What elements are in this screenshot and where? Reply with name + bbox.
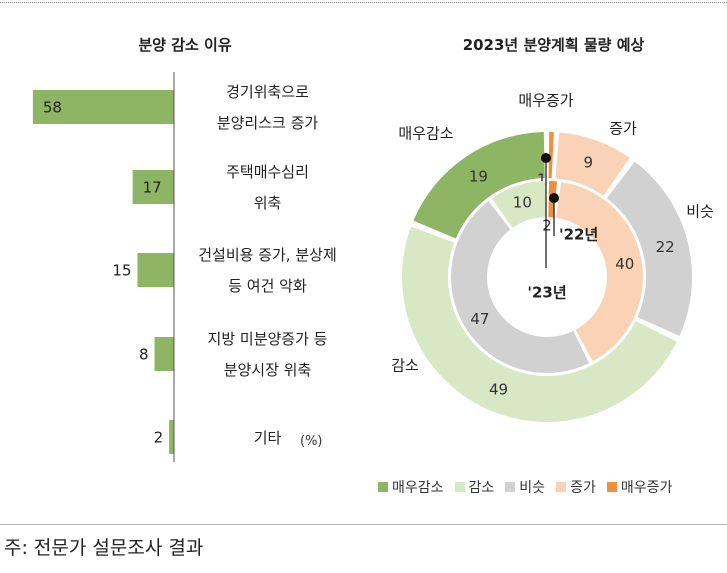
bar-category-label-line: 분양리스크 증가 bbox=[216, 114, 319, 132]
legend-item: 비슷 bbox=[505, 477, 545, 497]
donut-value-label: 2 bbox=[542, 217, 552, 235]
bar-category-label-line: 위축 bbox=[253, 194, 282, 212]
donut-slice bbox=[548, 132, 554, 179]
bar bbox=[32, 90, 174, 124]
legend-swatch bbox=[556, 482, 567, 492]
unit-label: (%) bbox=[300, 434, 323, 449]
bar bbox=[169, 420, 174, 454]
bar-category-label-line: 건설비용 증가, 분상제 bbox=[198, 246, 337, 264]
bottom-divider bbox=[0, 524, 727, 525]
bar-value-label: 8 bbox=[139, 346, 149, 364]
legend-swatch bbox=[454, 482, 465, 492]
bar bbox=[154, 337, 174, 371]
legend-label: 비슷 bbox=[519, 480, 546, 496]
donut-slice bbox=[555, 132, 630, 196]
donut-value-label: 47 bbox=[470, 310, 489, 328]
legend-item: 매우증가 bbox=[606, 477, 673, 497]
footnote: 주: 전문가 설문조사 결과 bbox=[4, 537, 204, 559]
donut-category-label: 감소 bbox=[391, 357, 419, 375]
legend-label: 매우감소 bbox=[392, 480, 444, 496]
donut-category-label: 비슷 bbox=[686, 203, 714, 221]
legend-label: 증가 bbox=[570, 480, 596, 496]
bar-category-label-line: 등 여건 악화 bbox=[228, 277, 307, 295]
bar-value-label: 2 bbox=[154, 429, 164, 447]
donut-chart-title: 2023년 분양계획 물량 예상 bbox=[462, 36, 645, 54]
donut-legend: 매우감소 감소 비슷 증가 매우증가 bbox=[378, 477, 683, 497]
donut-category-label: 매우증가 bbox=[518, 92, 573, 110]
bar-category-label: 기타 bbox=[180, 423, 355, 454]
donut-slice bbox=[606, 161, 692, 336]
legend-swatch bbox=[606, 482, 617, 492]
bar-category-label-line: 분양시장 위축 bbox=[223, 361, 312, 379]
donut-value-label: 19 bbox=[469, 168, 488, 186]
donut-value-label: 10 bbox=[513, 193, 532, 211]
legend-item: 증가 bbox=[556, 477, 596, 497]
legend-label: 매우증가 bbox=[620, 480, 673, 496]
donut-value-label: 49 bbox=[489, 380, 508, 398]
bar-value-label: 58 bbox=[43, 99, 62, 117]
bar-category-label-line: 경기위축으로 bbox=[226, 83, 309, 101]
bar-category-label-line: 지방 미분양증가 등 bbox=[207, 330, 328, 348]
donut-value-label: 40 bbox=[615, 255, 634, 273]
donut-slice bbox=[413, 132, 545, 239]
donut-value-label: 1 bbox=[537, 171, 547, 189]
legend-swatch bbox=[378, 482, 388, 492]
outer-ring-label: '23년 bbox=[527, 284, 566, 302]
donut-slice bbox=[491, 181, 546, 228]
bar bbox=[137, 253, 174, 287]
donut-category-label: 매우감소 bbox=[398, 125, 453, 143]
donut-value-label: 22 bbox=[656, 238, 675, 256]
legend-swatch bbox=[505, 482, 516, 492]
top-divider bbox=[0, 2, 727, 3]
donut-value-label: 9 bbox=[584, 154, 594, 172]
legend-item: 매우감소 bbox=[378, 477, 444, 497]
donut-category-label: 증가 bbox=[609, 120, 637, 138]
legend-label: 감소 bbox=[468, 480, 495, 496]
bar-chart: 58 17 15 8 2 bbox=[32, 72, 175, 462]
bar-category-label-line: 주택매수심리 bbox=[226, 163, 309, 181]
bar bbox=[132, 170, 174, 204]
donut-slice bbox=[402, 226, 677, 422]
bar-chart-title: 분양 감소 이유 bbox=[138, 36, 232, 54]
bar-value-label: 15 bbox=[112, 262, 131, 280]
bar-category-label-line: 기타 bbox=[253, 428, 282, 447]
donut-slice bbox=[555, 182, 643, 362]
donut-slice bbox=[450, 200, 590, 374]
inner-ring-label: '22년 bbox=[559, 226, 598, 244]
bar-value-label: 17 bbox=[143, 179, 162, 197]
legend-item: 감소 bbox=[454, 477, 495, 497]
